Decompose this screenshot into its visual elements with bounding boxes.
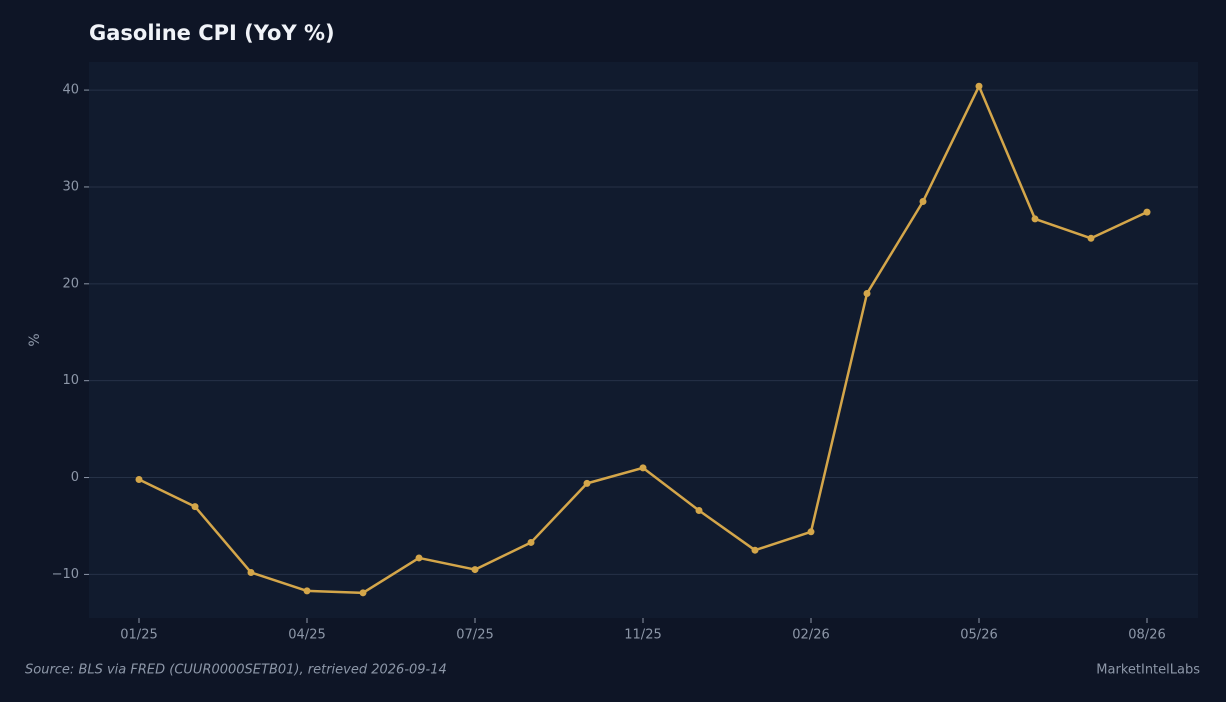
y-axis-label: % [27, 333, 43, 346]
data-point [247, 568, 255, 576]
x-tick-label: 05/26 [960, 628, 997, 643]
data-point [695, 506, 703, 514]
data-point [583, 479, 591, 487]
data-point [751, 546, 759, 554]
data-point [639, 464, 647, 472]
data-point [1031, 215, 1039, 223]
chart-title: Gasoline CPI (YoY %) [89, 21, 335, 45]
x-tick-label: 07/25 [456, 628, 493, 643]
y-tick-label: 10 [62, 373, 79, 388]
source-note: Source: BLS via FRED (CUUR0000SETB01), r… [25, 663, 447, 678]
brand: MarketIntelLabs [1096, 663, 1200, 678]
x-tick-label: 11/25 [624, 628, 661, 643]
data-point [863, 290, 871, 298]
x-tick-label: 02/26 [792, 628, 829, 643]
data-point [359, 589, 367, 597]
data-point [975, 82, 983, 90]
data-point [135, 475, 143, 483]
y-tick-label: 0 [71, 470, 79, 485]
data-point [415, 554, 423, 562]
y-tick-label: 40 [62, 83, 79, 98]
data-point [807, 528, 815, 536]
plot-area [89, 62, 1198, 618]
data-point [1143, 208, 1151, 216]
x-tick-label: 08/26 [1128, 628, 1165, 643]
data-point [303, 587, 311, 595]
x-tick-label: 04/25 [288, 628, 325, 643]
data-point [919, 197, 927, 205]
x-tick-label: 01/25 [120, 628, 157, 643]
data-point [527, 538, 535, 546]
y-tick-label: −10 [52, 567, 79, 582]
data-point [471, 566, 479, 574]
data-point [1087, 234, 1095, 242]
data-point [191, 503, 199, 511]
y-tick-label: 30 [62, 179, 79, 194]
y-tick-label: 20 [62, 276, 79, 291]
